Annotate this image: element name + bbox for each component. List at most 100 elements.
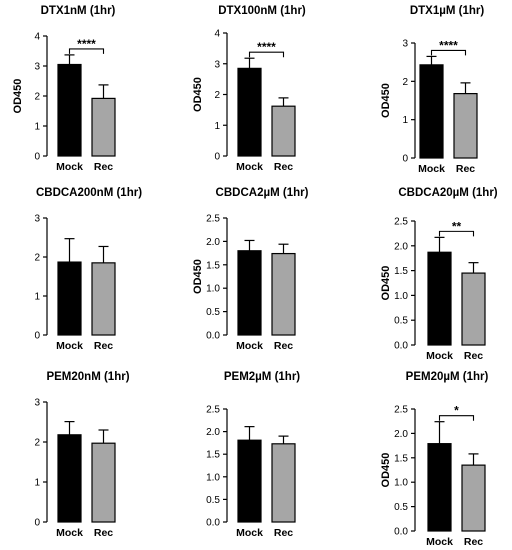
chart-panel: PEM20µM (1hr) OD450 0.0 0.5 1.0 1.5 2.0 2.5 Mock… (380, 371, 489, 548)
chart-panel: PEM2µM (1hr) 0.0 0.5 1.0 1.5 2.0 2.5 Mock Rec (206, 371, 300, 539)
chart-panel: PEM20nM (1hr) 0 1 2 3 Mock Rec (34, 371, 129, 539)
significance-stars: **** (257, 40, 276, 54)
x-category-label: Mock (418, 163, 445, 175)
x-category-label: Mock (56, 340, 83, 352)
x-category-label: Rec (274, 340, 293, 352)
y-tick-label: 0 (214, 152, 220, 163)
chart-panel: CBDCA20µM (1hr) OD450 0.0 0.5 1.0 1.5 2.0 2.5 Mo… (380, 187, 498, 362)
bar-mock (237, 67, 262, 157)
y-tick-label: 0 (34, 331, 40, 342)
y-tick-label: 0.5 (206, 495, 220, 506)
bar-rec (91, 262, 116, 336)
y-tick-label: 3 (34, 62, 40, 73)
y-tick-label: 3 (214, 59, 220, 70)
significance-bracket (438, 415, 475, 421)
y-tick-label: 0.0 (206, 518, 220, 529)
y-tick-label: 0.5 (394, 316, 408, 327)
y-tick-label: 2 (214, 90, 220, 101)
bar-mock (57, 63, 82, 157)
y-tick-label: 2.5 (394, 405, 408, 416)
bar-mock (419, 64, 444, 159)
x-category-label: Mock (56, 161, 83, 173)
chart-title: CBDCA200nM (1hr) (36, 187, 142, 199)
bar-rec (271, 105, 296, 157)
chart-title: PEM20nM (1hr) (46, 371, 129, 383)
y-tick-label: 3 (34, 214, 40, 225)
y-tick-label: 1 (34, 292, 40, 303)
chart-title: CBDCA2µM (1hr) (216, 187, 309, 199)
significance-stars: ** (452, 219, 462, 233)
y-tick-label: 4 (34, 32, 40, 43)
y-tick-label: 2.0 (394, 241, 408, 252)
chart-panel: DTX1nM (1hr) OD450 0 1 2 3 4 Mock Rec **** (12, 5, 116, 173)
x-category-label: Mock (426, 536, 453, 548)
x-category-label: Rec (94, 527, 113, 539)
x-category-label: Mock (236, 161, 263, 173)
bar-mock (237, 439, 262, 523)
bar-mock (427, 251, 452, 346)
y-tick-label: 0.0 (394, 527, 408, 538)
x-category-label: Rec (464, 350, 483, 362)
y-tick-label: 1.0 (394, 291, 408, 302)
x-category-label: Rec (94, 161, 113, 173)
y-tick-label: 2 (34, 92, 40, 103)
y-tick-label: 1.5 (394, 266, 408, 277)
y-tick-label: 0.0 (394, 341, 408, 352)
y-tick-label: 3 (402, 39, 408, 50)
significance-bracket (248, 51, 285, 58)
x-category-label: Rec (464, 536, 483, 548)
y-tick-label: 0 (34, 518, 40, 529)
bar-rec (453, 92, 478, 159)
bar-rec (461, 272, 486, 346)
bar-rec (271, 443, 296, 523)
y-tick-label: 1 (214, 121, 220, 132)
x-category-label: Mock (426, 350, 453, 362)
y-tick-label: 2.5 (394, 217, 408, 228)
y-tick-label: 2 (34, 438, 40, 449)
significance-stars: * (454, 404, 459, 418)
significance-bracket (68, 48, 105, 54)
bar-rec (271, 252, 296, 336)
y-tick-label: 2.5 (206, 405, 220, 416)
y-tick-label: 0.5 (206, 307, 220, 318)
y-tick-label: 0.0 (206, 331, 220, 342)
x-category-label: Mock (236, 527, 263, 539)
x-category-label: Rec (456, 163, 475, 175)
y-tick-label: 0 (34, 152, 40, 163)
bar-mock (427, 443, 452, 532)
significance-bracket (438, 230, 475, 237)
bar-rec (461, 464, 486, 532)
significance-bracket (430, 49, 467, 56)
y-tick-label: 4 (214, 29, 220, 40)
y-tick-label: 2 (402, 77, 408, 88)
y-tick-label: 2.0 (206, 237, 220, 248)
chart-title: DTX1nM (1hr) (41, 5, 116, 17)
chart-panel: CBDCA200nM (1hr) 0 1 2 3 Mock Rec (34, 187, 142, 352)
y-tick-label: 1.0 (206, 284, 220, 295)
y-axis-label: OD450 (380, 83, 392, 118)
y-tick-label: 1 (34, 122, 40, 133)
y-axis-label: OD450 (192, 259, 204, 294)
significance-stars: **** (77, 37, 96, 51)
chart-panel: CBDCA2µM (1hr) OD450 0.0 0.5 1.0 1.5 2.0 2.5 Moc… (192, 187, 309, 352)
y-tick-label: 1 (34, 478, 40, 489)
y-tick-label: 2 (34, 253, 40, 264)
y-axis-label: OD450 (192, 77, 204, 112)
chart-title: DTX1µM (1hr) (410, 5, 485, 17)
chart-title: PEM20µM (1hr) (406, 371, 489, 383)
x-category-label: Mock (56, 527, 83, 539)
x-category-label: Rec (94, 340, 113, 352)
y-tick-label: 1 (402, 115, 408, 126)
bar-mock (57, 261, 82, 336)
y-tick-label: 2.0 (206, 427, 220, 438)
bar-rec (91, 442, 116, 523)
chart-title: DTX100nM (1hr) (218, 5, 306, 17)
chart-title: PEM2µM (1hr) (224, 371, 300, 383)
x-category-label: Mock (236, 340, 263, 352)
y-axis-label: OD450 (380, 266, 392, 301)
y-tick-label: 0.5 (394, 502, 408, 513)
bar-rec (91, 97, 116, 157)
y-tick-label: 2.5 (206, 214, 220, 225)
y-axis-label: OD450 (12, 79, 24, 114)
